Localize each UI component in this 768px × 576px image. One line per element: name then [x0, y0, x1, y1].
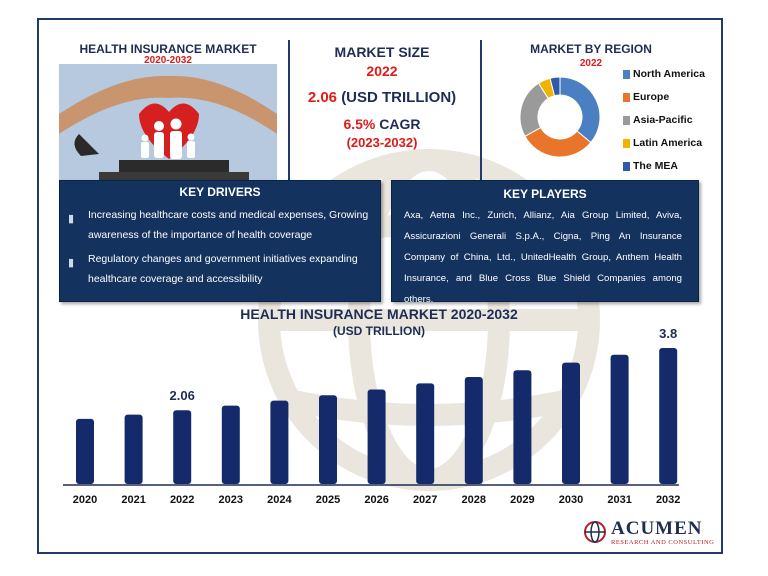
legend-swatch: [623, 162, 630, 171]
bar-data-label: 2.06: [169, 388, 195, 404]
driver-text: Increasing healthcare costs and medical …: [88, 209, 369, 241]
bar-chart-icon: ▮: [68, 213, 75, 225]
key-players-text: Axa, Aetna Inc., Zurich, Allianz, Aia Gr…: [404, 210, 682, 305]
x-tick-label: 2026: [364, 494, 389, 506]
legend-swatch: [623, 139, 630, 148]
cagr-period: (2023-2032): [346, 135, 418, 150]
bar-2032: [659, 348, 678, 484]
key-drivers-panel: KEY DRIVERS ▮ Increasing healthcare cost…: [59, 180, 381, 302]
chart-title: HEALTH INSURANCE MARKET 2020-2032: [240, 306, 518, 322]
market-size-year: 2022: [366, 63, 398, 79]
x-tick-label: 2021: [121, 494, 146, 506]
driver-item: ▮ Increasing healthcare costs and medica…: [68, 205, 388, 245]
chart-subtitle: (USD TRILLION): [333, 324, 425, 338]
market-size-unit: (USD TRILLION): [341, 89, 457, 106]
x-tick-label: 2030: [558, 494, 584, 506]
bar-2020: [76, 418, 94, 484]
x-tick-label: 2028: [461, 494, 487, 506]
legend-swatch: [623, 70, 630, 79]
key-players-panel: KEY PLAYERS Axa, Aetna Inc., Zurich, All…: [391, 180, 699, 305]
legend-label: North America: [633, 68, 705, 80]
x-tick-label: 2025: [315, 494, 341, 506]
divider-left: [288, 40, 290, 184]
bar-2023: [221, 405, 240, 484]
legend-label: Asia-Pacific: [633, 114, 693, 126]
market-bar-chart: [63, 348, 679, 486]
market-size-value-line: 2.06 (USD TRILLION): [297, 89, 467, 106]
driver-item: ▮ Regulatory changes and government init…: [68, 249, 388, 289]
bar-chart-icon: ▮: [68, 257, 75, 269]
legend-swatch: [623, 116, 630, 125]
market-size-block: MARKET SIZE 2022 2.06 (USD TRILLION) 6.5…: [297, 44, 467, 150]
family-protection-image: [59, 64, 277, 186]
market-years: 2020-2032: [144, 55, 192, 66]
key-drivers-title: KEY DRIVERS: [179, 185, 261, 199]
market-size-value: 2.06: [307, 89, 338, 106]
region-year: 2022: [579, 58, 603, 69]
market-title: HEALTH INSURANCE MARKET: [79, 42, 257, 56]
cagr-value: 6.5%: [343, 116, 376, 132]
bar-2031: [610, 354, 629, 484]
bar-2028: [464, 376, 483, 484]
driver-text: Regulatory changes and government initia…: [88, 253, 358, 285]
chart-title-block: HEALTH INSURANCE MARKET 2020-2032 (USD T…: [199, 306, 559, 338]
logo-name: ACUMEN: [611, 518, 703, 539]
x-tick-label: 2020: [72, 494, 98, 506]
bar-2025: [319, 395, 337, 484]
infographic-frame: HEALTH INSURANCE MARKET 2020-2032 MARKET…: [37, 18, 723, 554]
x-tick-label: 2031: [607, 494, 632, 506]
x-tick-label: 2032: [655, 494, 681, 506]
region-title: MARKET BY REGION: [530, 42, 652, 56]
key-players-title: KEY PLAYERS: [503, 187, 587, 201]
logo-tagline: RESEARCH AND CONSULTING: [611, 539, 715, 546]
donut-slice-the-mea: [549, 76, 561, 97]
legend-label: Europe: [633, 91, 670, 103]
bar-data-label: 3.8: [659, 326, 678, 341]
bar-2029: [513, 370, 532, 484]
x-tick-label: 2024: [267, 494, 292, 506]
bar-2024: [270, 400, 289, 484]
divider-right: [480, 40, 482, 184]
x-tick-label: 2022: [169, 494, 195, 506]
globe-icon: [584, 521, 606, 543]
market-size-label: MARKET SIZE: [334, 44, 430, 60]
acumen-logo: ACUMEN RESEARCH AND CONSULTING: [583, 518, 715, 550]
legend-swatch: [623, 93, 630, 102]
bar-2022: [173, 410, 192, 484]
cagr-label: CAGR: [379, 116, 421, 132]
bar-2021: [124, 414, 143, 484]
bar-2027: [416, 383, 435, 484]
donut-slice-north-america: [559, 76, 601, 144]
legend-label: The MEA: [633, 160, 678, 172]
x-tick-label: 2029: [510, 494, 535, 506]
bar-2026: [367, 389, 386, 484]
legend-label: Latin America: [633, 137, 703, 149]
x-tick-label: 2027: [412, 494, 438, 506]
x-tick-label: 2023: [218, 494, 244, 506]
region-donut-chart: [519, 76, 601, 158]
bar-2030: [562, 362, 580, 484]
cagr-line: 6.5% CAGR: [297, 116, 467, 132]
